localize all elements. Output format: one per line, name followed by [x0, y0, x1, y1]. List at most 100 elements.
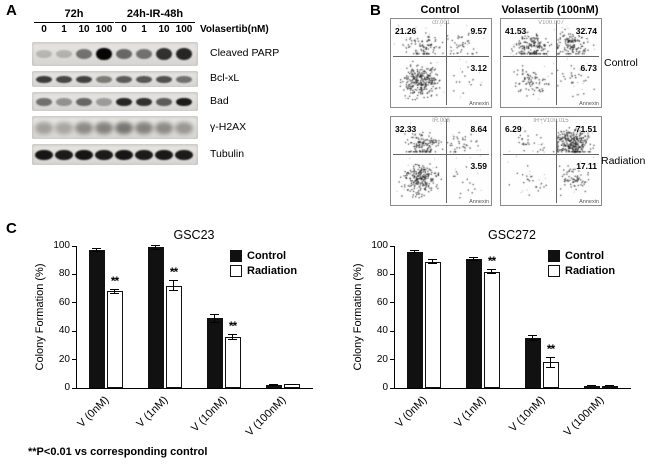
flow-plot: ctr.001 21.26 9.57 3.12 Annexin	[390, 18, 492, 108]
legend-item: Radiation	[548, 263, 615, 278]
blot-band	[175, 121, 193, 134]
lane-label: 1	[61, 24, 67, 35]
significance-marker: **	[169, 265, 178, 280]
western-blot-panel: 72h 24h-IR-48h Volasertib(nM) 0 1 10 100 0 1 1…	[10, 8, 320, 173]
bar-radiation	[165, 285, 182, 388]
error-bar	[228, 334, 237, 340]
lane-label: 10	[158, 24, 170, 35]
blot-band	[176, 48, 192, 60]
flow-dot-canvas	[391, 19, 489, 105]
lane-label: 10	[78, 24, 90, 35]
blot-protein-label: Bcl-xL	[210, 72, 240, 84]
blot-band	[56, 97, 72, 106]
quadrant-value-upper-left: 21.26	[395, 26, 417, 36]
x-tick-label: V (1nM)	[451, 394, 488, 431]
flow-plot: IR.008 32.33 8.64 3.59 Annexin	[390, 116, 492, 206]
y-axis-label: Colony Formation (%)	[34, 263, 46, 371]
bar-radiation	[106, 291, 123, 388]
legend-swatch-control	[548, 249, 560, 262]
blot-group-header-72h: 72h	[34, 8, 114, 23]
blot-protein-label: Tubulin	[210, 147, 245, 160]
error-bar	[110, 289, 119, 294]
error-bar	[210, 314, 219, 323]
blot-band	[115, 149, 133, 160]
error-bar	[269, 384, 278, 386]
blot-strip	[32, 116, 198, 139]
flow-plot-id: ctr.001	[431, 20, 450, 26]
y-tick-mark	[390, 273, 394, 275]
legend-label: Control	[247, 249, 287, 262]
flow-plot: V100.007 41.53 32.74 6.73 Annexin	[500, 18, 602, 108]
blot-group-header-24h-ir-48h: 24h-IR-48h	[115, 8, 195, 23]
blot-band	[36, 75, 52, 83]
x-tick-label: V (0nM)	[74, 394, 111, 431]
y-tick-mark	[390, 245, 394, 247]
chart-title: GSC23	[173, 228, 215, 242]
flow-plot-id: V100.007	[538, 20, 564, 26]
y-tick-label: 100	[53, 240, 70, 251]
bar-chart-gsc23: GSC23 Colony Formation (%) 0 20 40 60 80 100 ** V…	[30, 228, 320, 439]
x-tick-label: V (0nM)	[392, 394, 429, 431]
bar-control	[583, 385, 600, 388]
blot-band	[116, 75, 132, 83]
blot-band	[155, 149, 173, 160]
chart-title: GSC272	[488, 228, 536, 242]
error-bar	[469, 256, 478, 261]
blot-band	[175, 149, 193, 160]
y-tick-label: 20	[58, 353, 70, 365]
y-tick-label: 100	[371, 240, 388, 251]
bar-chart-gsc272: GSC272 Colony Formation (%) 0 20 40 60 80 100 V …	[348, 228, 638, 439]
blot-band	[116, 49, 132, 59]
plot-area	[394, 246, 631, 389]
quadrant-value-upper-right: 32.74	[575, 26, 597, 36]
legend-label: Radiation	[565, 264, 616, 277]
blot-band	[36, 97, 52, 106]
blot-band	[156, 75, 172, 83]
y-tick-mark	[390, 387, 394, 389]
quadrant-value-upper-right: 9.57	[470, 26, 487, 36]
legend-item: Control	[230, 248, 297, 263]
flow-x-axis-label: Annexin	[579, 199, 599, 205]
quadrant-value-upper-left: 32.33	[395, 124, 417, 134]
lane-label: 100	[175, 24, 193, 35]
error-bar	[169, 280, 178, 292]
significance-marker: **	[487, 253, 496, 268]
quadrant-value-lower-right: 3.59	[470, 161, 487, 171]
blot-band	[176, 75, 192, 83]
x-tick-label: V (10nM)	[188, 394, 229, 435]
legend-label: Radiation	[247, 264, 298, 277]
y-tick-label: 80	[58, 268, 70, 280]
bar-radiation	[483, 271, 500, 388]
bar-control	[206, 318, 223, 388]
quadrant-value-upper-right: 71.51	[575, 124, 597, 134]
blot-protein-label: Bad	[210, 94, 229, 107]
legend-item: Radiation	[230, 263, 297, 278]
y-tick-label: 0	[64, 382, 70, 393]
y-tick-mark	[72, 273, 76, 275]
blot-band	[76, 49, 92, 59]
y-tick-mark	[72, 302, 76, 304]
blot-band	[135, 121, 153, 134]
y-tick-label: 40	[376, 325, 388, 337]
quadrant-value-upper-left: 41.53	[505, 26, 527, 36]
bar-radiation	[224, 336, 241, 388]
blot-band	[55, 121, 73, 134]
blot-band	[96, 47, 112, 61]
significance-marker: **	[228, 319, 237, 334]
significance-marker: **	[110, 274, 119, 289]
y-tick-mark	[390, 302, 394, 304]
y-tick-label: 0	[382, 382, 388, 393]
blot-band	[156, 97, 172, 106]
flow-x-axis-label: Annexin	[579, 101, 599, 107]
legend-swatch-radiation	[548, 264, 560, 277]
lane-label: 0	[41, 24, 47, 35]
quadrant-line-vertical	[556, 119, 557, 203]
y-tick-label: 40	[58, 325, 70, 337]
bar-radiation	[424, 261, 441, 388]
y-tick-mark	[72, 359, 76, 361]
lane-unit-label: Volasertib(nM)	[200, 24, 269, 35]
y-tick-label: 60	[376, 296, 388, 308]
flow-dot-canvas	[501, 19, 599, 105]
blot-strip	[32, 92, 198, 111]
blot-protein-label: γ-H2AX	[210, 120, 247, 133]
